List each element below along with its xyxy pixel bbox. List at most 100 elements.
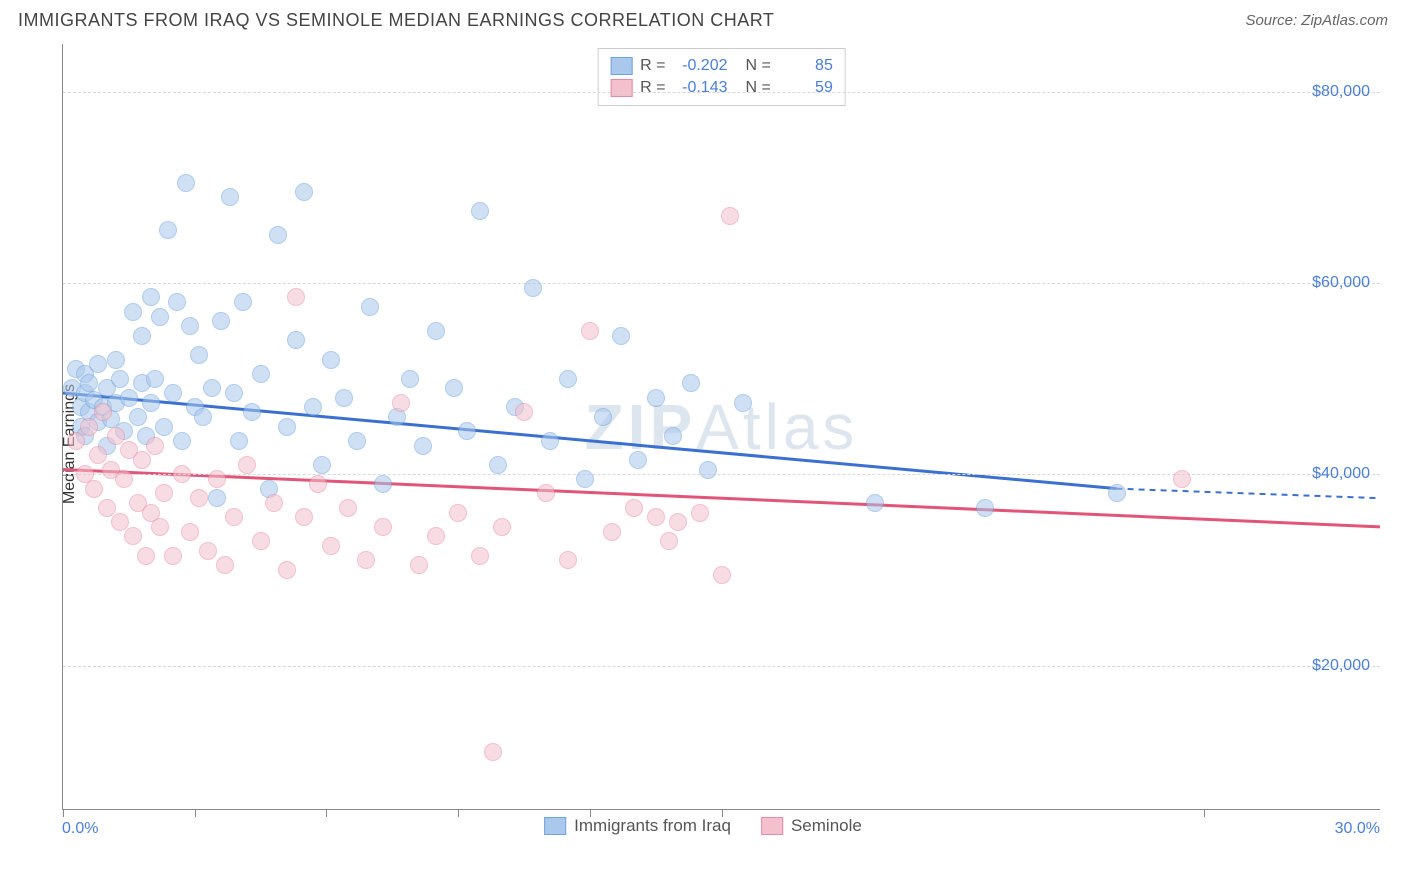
plot-area: ZIPAtlas R =-0.202N =85R =-0.143N =59 $2… — [62, 44, 1380, 810]
data-point — [151, 518, 169, 536]
data-point — [252, 532, 270, 550]
data-point — [120, 389, 138, 407]
data-point — [177, 174, 195, 192]
x-tick — [195, 809, 196, 817]
data-point — [734, 394, 752, 412]
data-point — [155, 418, 173, 436]
legend-label: Immigrants from Iraq — [574, 816, 731, 836]
data-point — [445, 379, 463, 397]
data-point — [335, 389, 353, 407]
data-point — [80, 418, 98, 436]
y-tick-label: $60,000 — [1312, 274, 1370, 292]
data-point — [313, 456, 331, 474]
data-point — [98, 499, 116, 517]
data-point — [322, 351, 340, 369]
data-point — [721, 207, 739, 225]
data-point — [660, 532, 678, 550]
data-point — [190, 489, 208, 507]
data-point — [252, 365, 270, 383]
data-point — [142, 288, 160, 306]
data-point — [146, 437, 164, 455]
data-point — [107, 351, 125, 369]
data-point — [208, 470, 226, 488]
data-point — [427, 322, 445, 340]
data-point — [230, 432, 248, 450]
x-tick — [458, 809, 459, 817]
gridline — [63, 283, 1380, 284]
data-point — [146, 370, 164, 388]
data-point — [173, 465, 191, 483]
gridline — [63, 92, 1380, 93]
data-point — [243, 403, 261, 421]
data-point — [576, 470, 594, 488]
data-point — [164, 547, 182, 565]
data-point — [124, 527, 142, 545]
data-point — [647, 389, 665, 407]
data-point — [612, 327, 630, 345]
data-point — [295, 183, 313, 201]
data-point — [137, 547, 155, 565]
data-point — [155, 484, 173, 502]
data-point — [374, 518, 392, 536]
data-point — [471, 547, 489, 565]
data-point — [629, 451, 647, 469]
data-point — [234, 293, 252, 311]
data-point — [392, 394, 410, 412]
legend-swatch — [544, 817, 566, 835]
data-point — [691, 504, 709, 522]
data-point — [603, 523, 621, 541]
data-point — [427, 527, 445, 545]
data-point — [111, 370, 129, 388]
y-tick-label: $80,000 — [1312, 83, 1370, 101]
data-point — [664, 427, 682, 445]
data-point — [493, 518, 511, 536]
data-point — [484, 743, 502, 761]
data-point — [594, 408, 612, 426]
data-point — [216, 556, 234, 574]
data-point — [190, 346, 208, 364]
gridline — [63, 666, 1380, 667]
chart-container: Median Earnings ZIPAtlas R =-0.202N =85R… — [18, 44, 1388, 844]
data-point — [559, 370, 577, 388]
data-point — [85, 480, 103, 498]
data-point — [309, 475, 327, 493]
data-point — [489, 456, 507, 474]
data-point — [159, 221, 177, 239]
data-point — [278, 418, 296, 436]
data-point — [107, 427, 125, 445]
data-point — [669, 513, 687, 531]
data-point — [225, 384, 243, 402]
data-point — [142, 394, 160, 412]
data-point — [168, 293, 186, 311]
data-point — [348, 432, 366, 450]
data-point — [976, 499, 994, 517]
data-point — [414, 437, 432, 455]
data-point — [151, 308, 169, 326]
data-point — [581, 322, 599, 340]
data-point — [713, 566, 731, 584]
legend-swatch — [761, 817, 783, 835]
data-point — [278, 561, 296, 579]
data-point — [225, 508, 243, 526]
data-point — [129, 408, 147, 426]
y-tick-label: $40,000 — [1312, 465, 1370, 483]
data-point — [515, 403, 533, 421]
data-point — [287, 331, 305, 349]
data-point — [80, 374, 98, 392]
data-point — [181, 317, 199, 335]
data-point — [647, 508, 665, 526]
data-point — [124, 303, 142, 321]
source-attribution: Source: ZipAtlas.com — [1245, 12, 1388, 29]
data-point — [361, 298, 379, 316]
data-point — [173, 432, 191, 450]
y-tick-label: $20,000 — [1312, 657, 1370, 675]
data-point — [410, 556, 428, 574]
data-point — [537, 484, 555, 502]
data-point — [94, 403, 112, 421]
data-point — [221, 188, 239, 206]
legend-item: Seminole — [761, 816, 862, 836]
data-point — [322, 537, 340, 555]
data-point — [559, 551, 577, 569]
data-point — [287, 288, 305, 306]
data-point — [1108, 484, 1126, 502]
